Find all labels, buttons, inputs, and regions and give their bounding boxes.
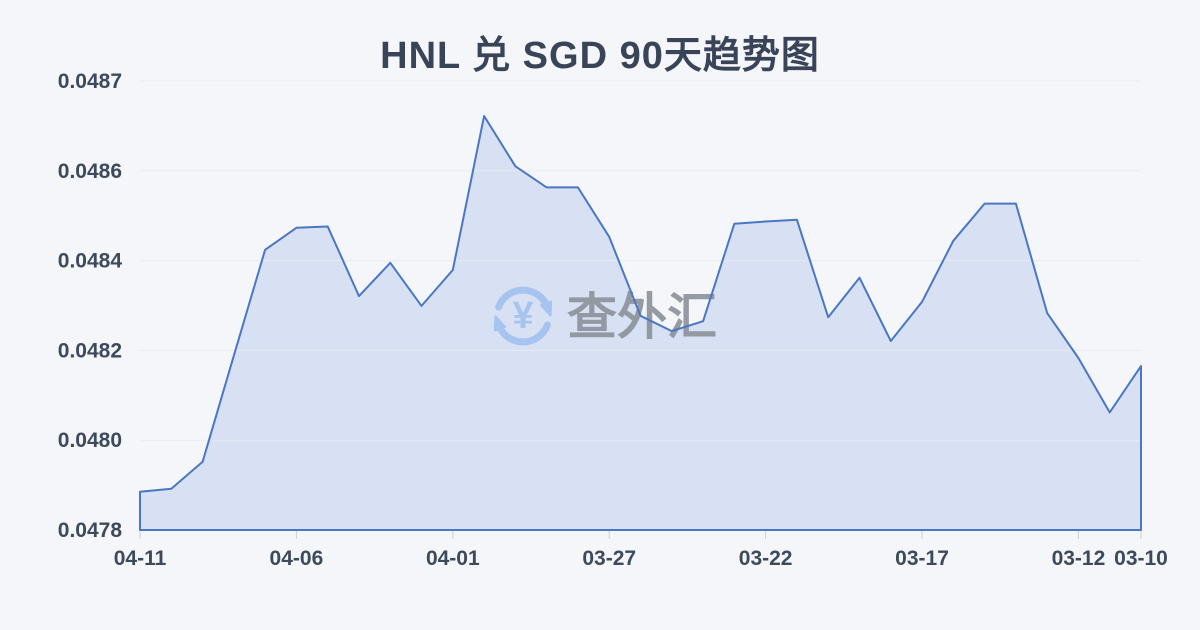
trend-line-path (139, 115, 1142, 531)
area-fill (140, 116, 1141, 530)
y-axis-label: 0.0480 (58, 429, 122, 452)
yen-symbol: ¥ (512, 295, 533, 337)
y-axis-label: 0.0487 (58, 70, 122, 93)
x-axis-label: 03-17 (895, 547, 949, 570)
x-axis-label: 03-10 (1114, 547, 1168, 570)
x-axis-label: 03-12 (1052, 547, 1106, 570)
y-axis-label: 0.0484 (58, 250, 123, 273)
y-axis-label: 0.0482 (58, 339, 122, 362)
area-fill-path (140, 116, 1141, 530)
x-axis-label: 04-11 (114, 547, 167, 570)
y-axis-labels: 0.0478 0.0480 0.0482 0.0484 0.0486 0.0487 (58, 70, 123, 542)
x-axis-label: 04-06 (270, 547, 324, 570)
y-axis-label: 0.0486 (58, 160, 122, 183)
yen-exchange-icon: ¥ (493, 286, 553, 346)
x-axis: 04-11 04-06 04-01 03-27 03-22 03-17 03-12 03-10 (114, 531, 1168, 570)
x-axis-label: 03-22 (739, 547, 793, 570)
watermark: ¥ 查外汇 (493, 286, 717, 346)
x-axis-label: 03-27 (582, 547, 636, 570)
trend-line (139, 115, 1142, 531)
x-axis-label: 04-01 (426, 547, 480, 570)
chart-title: HNL 兑 SGD 90天趋势图 (380, 35, 820, 77)
y-axis-label: 0.0478 (58, 519, 123, 542)
